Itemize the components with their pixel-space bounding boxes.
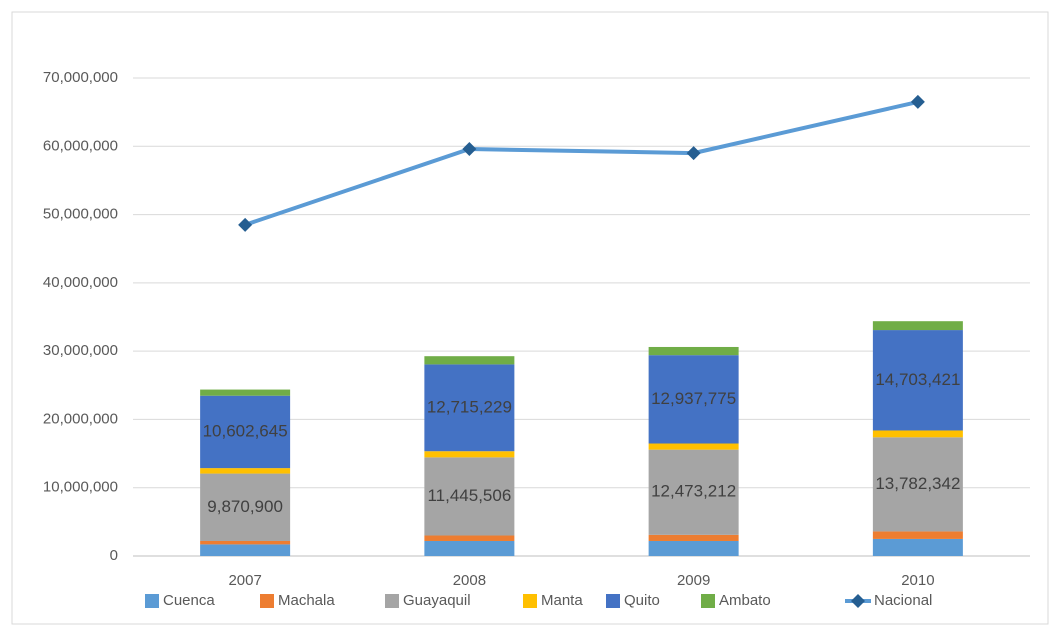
- bar-segment: [648, 449, 739, 535]
- line: [244, 99, 919, 227]
- bar-segment: [648, 443, 739, 450]
- data-label: 12,715,229: [427, 397, 512, 416]
- x-tick-label: 2010: [901, 572, 934, 589]
- legend-label: Quito: [624, 592, 660, 609]
- x-tick-label: 2009: [677, 572, 710, 589]
- bar-segment: [200, 473, 291, 541]
- y-tick-label: 60,000,000: [43, 137, 118, 154]
- legend-swatch: [385, 594, 399, 608]
- bar-segment: [424, 364, 515, 452]
- data-label: 13,782,342: [875, 474, 960, 493]
- bar-segment: [872, 430, 963, 438]
- bar-segment: [648, 346, 739, 356]
- line-marker: [238, 217, 253, 232]
- data-label: 12,473,212: [651, 482, 736, 501]
- legend-label: Ambato: [719, 592, 771, 609]
- bar-segment: [872, 531, 963, 539]
- legend-label: Manta: [541, 592, 583, 609]
- legend-label: Guayaquil: [403, 592, 471, 609]
- bar-segment: [424, 356, 515, 365]
- x-tick-label: 2007: [228, 572, 261, 589]
- data-label: 12,937,775: [651, 389, 736, 408]
- line-marker: [686, 146, 701, 161]
- bar-segment: [872, 437, 963, 532]
- x-tick-label: 2008: [453, 572, 486, 589]
- legend-swatch: [260, 594, 274, 608]
- bar-segment: [424, 535, 515, 541]
- line-marker: [462, 142, 477, 157]
- bar-segment: [200, 468, 291, 474]
- legend-swatch: [606, 594, 620, 608]
- y-tick-label: 50,000,000: [43, 206, 118, 223]
- line-marker: [910, 94, 925, 109]
- bar-segment: [424, 540, 515, 556]
- bar-segment: [872, 321, 963, 331]
- y-tick-label: 70,000,000: [43, 69, 118, 86]
- legend-swatch: [145, 594, 159, 608]
- data-label: 14,703,421: [875, 370, 960, 389]
- data-label: 9,870,900: [207, 497, 283, 516]
- bar-segment: [200, 395, 291, 469]
- y-tick-label: 10,000,000: [43, 479, 118, 496]
- bar-segment: [200, 389, 291, 396]
- legend-swatch: [523, 594, 537, 608]
- bar-segment: [648, 355, 739, 444]
- bar-segment: [648, 540, 739, 556]
- y-tick-label: 40,000,000: [43, 274, 118, 291]
- y-tick-label: 30,000,000: [43, 342, 118, 359]
- bar-segment: [424, 457, 515, 536]
- legend-label: Machala: [278, 592, 335, 609]
- bar-segment: [872, 538, 963, 556]
- legend-swatch: [701, 594, 715, 608]
- bar-segment: [872, 330, 963, 431]
- bar-segment: [424, 451, 515, 458]
- bar-segment: [200, 540, 291, 545]
- bar-segment: [200, 544, 291, 556]
- bar-segment: [648, 534, 739, 541]
- data-label: 10,602,645: [203, 421, 288, 440]
- legend-marker: [851, 594, 865, 608]
- y-tick-label: 0: [110, 547, 118, 564]
- legend-label: Cuenca: [163, 592, 215, 609]
- y-tick-label: 20,000,000: [43, 410, 118, 427]
- data-label: 11,445,506: [427, 486, 511, 505]
- legend-label: Nacional: [874, 592, 932, 609]
